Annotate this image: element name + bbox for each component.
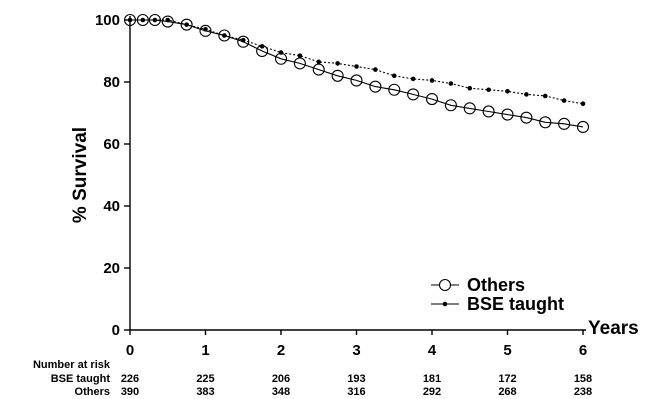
data-point-others (136, 13, 149, 27)
data-point-bse-taught (222, 33, 227, 38)
risk-value: 206 (272, 373, 290, 385)
y-tick-label: 100 (95, 12, 120, 29)
x-tick-label: 4 (428, 342, 437, 359)
x-tick-label: 5 (503, 342, 511, 359)
data-point-others (482, 105, 495, 118)
x-tick-label: 0 (126, 342, 134, 359)
data-point-others (501, 108, 514, 121)
legend-marker-bse-taught (442, 301, 448, 307)
y-tick-label: 60 (103, 136, 120, 153)
data-point-bse-taught (240, 37, 246, 43)
data-point-others (180, 18, 193, 31)
legend-label: Others (467, 275, 525, 295)
x-tick-label: 1 (201, 342, 209, 359)
legend-label: BSE taught (467, 294, 564, 314)
data-point-others (520, 111, 533, 124)
risk-value: 383 (196, 386, 214, 398)
series-bse-taught (127, 17, 586, 106)
data-point-others (558, 117, 571, 130)
risk-value: 181 (423, 373, 441, 385)
data-point-bse-taught (165, 17, 171, 23)
data-point-bse-taught (152, 17, 158, 23)
data-point-bse-taught (524, 92, 529, 97)
data-point-bse-taught (316, 59, 322, 65)
risk-value: 292 (423, 386, 441, 398)
risk-value: 225 (196, 373, 214, 385)
data-point-bse-taught (429, 78, 435, 83)
series-others (123, 13, 590, 133)
data-point-bse-taught (542, 93, 548, 99)
data-point-others (369, 80, 382, 93)
data-point-bse-taught (335, 61, 340, 66)
data-point-bse-taught (297, 53, 303, 58)
risk-value: 193 (347, 373, 365, 385)
y-tick-label: 0 (112, 322, 120, 339)
data-point-bse-taught (373, 67, 378, 72)
y-tick-label: 20 (103, 260, 120, 277)
data-point-others (444, 99, 457, 112)
risk-value: 172 (498, 373, 516, 385)
data-point-others (148, 13, 161, 27)
data-point-bse-taught (259, 44, 265, 49)
risk-row-label: Others (75, 386, 110, 398)
data-point-others (463, 102, 476, 115)
risk-value: 238 (574, 386, 592, 398)
number-at-risk-table: Number at risk BSE taught 226 225 206 193 181 1… (33, 359, 592, 398)
data-point-bse-taught (203, 27, 208, 32)
data-point-bse-taught (486, 87, 491, 93)
data-point-bse-taught (354, 64, 359, 69)
data-point-bse-taught (580, 101, 586, 106)
y-axis-label: % Survival (70, 127, 91, 223)
data-point-bse-taught (467, 85, 473, 91)
risk-value: 226 (121, 373, 139, 385)
risk-value: 158 (574, 373, 592, 385)
y-tick-label: 40 (103, 198, 120, 215)
data-point-others (425, 93, 439, 106)
data-point-others (161, 15, 174, 28)
data-point-bse-taught (140, 17, 146, 23)
chart-series-layer (123, 13, 590, 133)
risk-value: 390 (121, 386, 139, 398)
legend-marker-others (438, 278, 452, 292)
data-point-bse-taught (410, 76, 416, 82)
data-point-others (218, 29, 231, 42)
series-line (130, 19, 584, 105)
x-tick-label: 6 (579, 342, 587, 359)
data-point-bse-taught (184, 22, 189, 27)
data-point-others (331, 69, 344, 82)
risk-value: 268 (498, 386, 516, 398)
x-tick-label: 3 (352, 342, 360, 359)
risk-table-title: Number at risk (33, 359, 111, 371)
data-point-bse-taught (278, 50, 284, 55)
chart-axes: 0 20 40 60 80 100 0 1 2 3 4 5 6 % Survival Years (70, 12, 639, 359)
x-tick-label: 2 (277, 342, 285, 359)
data-point-bse-taught (391, 73, 397, 79)
data-point-bse-taught (448, 81, 454, 86)
data-point-bse-taught (561, 98, 567, 103)
data-point-others (576, 120, 590, 133)
risk-value: 316 (347, 386, 365, 398)
data-point-others (388, 83, 401, 96)
x-axis-label: Years (588, 318, 639, 339)
y-tick-label: 80 (103, 74, 120, 91)
risk-value: 348 (272, 386, 290, 398)
data-point-others (407, 88, 420, 101)
data-point-bse-taught (127, 17, 133, 23)
series-line (130, 19, 584, 128)
risk-row-label: BSE taught (51, 373, 111, 385)
data-point-bse-taught (505, 89, 510, 94)
data-point-others (350, 74, 363, 87)
data-point-others (539, 116, 552, 129)
data-point-others (199, 24, 212, 37)
